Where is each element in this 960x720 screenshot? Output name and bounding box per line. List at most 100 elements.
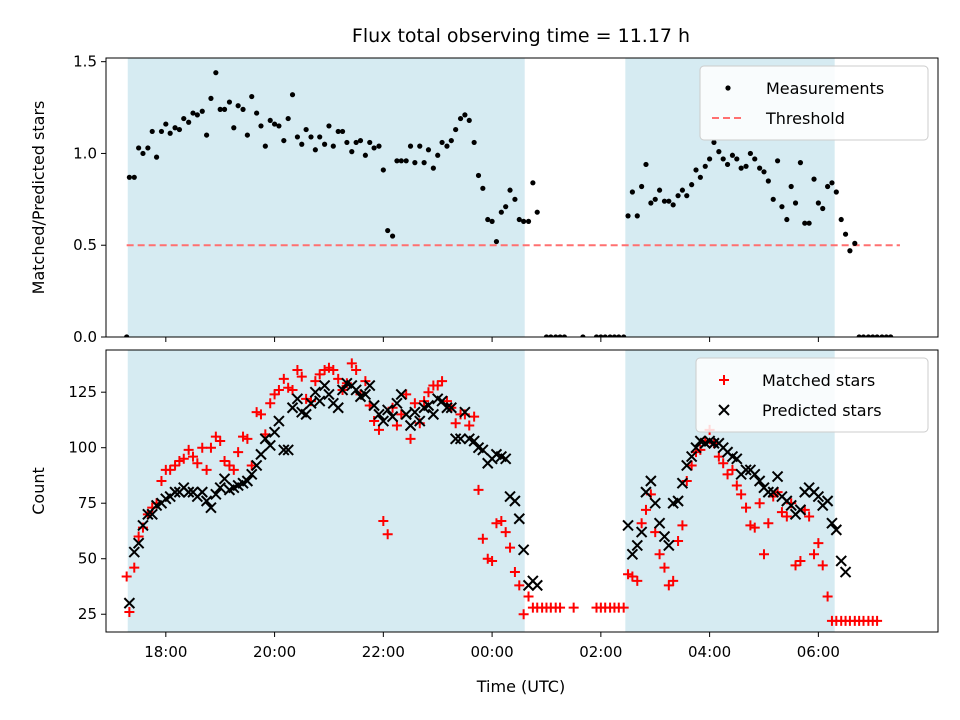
data-point (656, 187, 663, 193)
data-point (521, 218, 527, 224)
data-point (749, 522, 760, 533)
data-point (427, 408, 440, 421)
data-point (498, 209, 504, 215)
data-point (804, 511, 815, 522)
data-point (530, 180, 536, 186)
data-point (666, 198, 672, 204)
data-point (414, 415, 426, 427)
data-point (758, 549, 769, 560)
data-point (762, 486, 775, 498)
data-point (685, 450, 698, 463)
data-point (548, 334, 554, 337)
x-tick-label: 02:00 (579, 643, 622, 661)
data-point (259, 433, 272, 445)
data-point (743, 163, 749, 169)
data-point (153, 154, 160, 160)
data-point (672, 495, 684, 507)
data-point (516, 216, 522, 223)
data-point (514, 580, 525, 591)
data-point (738, 165, 744, 171)
data-point (503, 204, 509, 210)
data-point (784, 216, 790, 223)
data-point (128, 546, 140, 558)
data-point (794, 504, 807, 516)
y-tick-label: 125 (68, 383, 97, 401)
data-point (815, 200, 821, 206)
data-point (124, 607, 135, 618)
data-point (285, 115, 291, 122)
data-point (240, 106, 246, 112)
data-point (477, 533, 488, 544)
data-point (525, 218, 532, 224)
data-point (226, 99, 233, 105)
data-point (487, 555, 498, 566)
data-point (842, 231, 849, 237)
data-point (661, 198, 668, 204)
data-point (197, 442, 208, 453)
data-point (186, 119, 192, 125)
data-point (405, 433, 416, 444)
data-point (137, 519, 149, 532)
data-point (244, 132, 250, 138)
data-point (779, 204, 785, 210)
data-point (381, 404, 394, 416)
data-point (126, 174, 132, 180)
data-point (835, 555, 847, 567)
data-point (838, 216, 844, 223)
data-point (391, 397, 403, 409)
data-point (190, 110, 196, 116)
y-axis-label: Matched/Predicted stars (29, 101, 48, 295)
data-point (781, 511, 792, 522)
data-point (129, 562, 140, 573)
data-point (251, 407, 262, 418)
data-point (663, 580, 674, 591)
data-point (142, 508, 154, 521)
x-tick-label: 06:00 (797, 643, 840, 661)
data-point (658, 530, 671, 543)
data-point (396, 409, 407, 420)
data-point (673, 535, 684, 546)
data-point (421, 160, 427, 166)
data-point (140, 150, 146, 157)
data-point (182, 486, 195, 498)
data-point (679, 187, 686, 193)
data-point (788, 183, 794, 190)
data-point (639, 183, 645, 190)
data-point (368, 399, 380, 412)
data-point (176, 126, 183, 133)
series-measurements (124, 70, 894, 337)
data-point (485, 216, 491, 223)
data-point (412, 160, 418, 166)
data-point (776, 507, 787, 518)
data-point (711, 139, 717, 146)
data-point (453, 126, 459, 133)
data-point (507, 187, 513, 193)
data-point (445, 402, 458, 414)
data-point (246, 468, 258, 481)
data-point (224, 460, 235, 471)
data-point (602, 334, 608, 337)
data-point (136, 145, 142, 151)
data-point (675, 193, 681, 199)
data-point (623, 569, 634, 580)
data-point (459, 406, 471, 418)
observing-window-shade (127, 58, 525, 337)
data-point (676, 477, 689, 489)
top-panel-ratio: 0.0 0.5 1.0 1.5 Matched/Predicted stars Measu… (29, 53, 939, 346)
data-point (312, 147, 318, 153)
data-point (146, 508, 158, 521)
data-point (767, 486, 779, 498)
data-point (499, 453, 512, 465)
data-point (883, 334, 889, 337)
data-point (165, 464, 176, 475)
x-axis-label: Time (UTC) (476, 677, 565, 696)
data-point (255, 409, 266, 420)
data-point (407, 143, 414, 149)
y-tick-label: 1.0 (73, 144, 97, 162)
legend: Matched stars Predicted stars (695, 357, 929, 433)
data-point (221, 106, 228, 112)
data-point (367, 139, 373, 146)
data-point (386, 410, 399, 423)
data-point (830, 524, 843, 536)
